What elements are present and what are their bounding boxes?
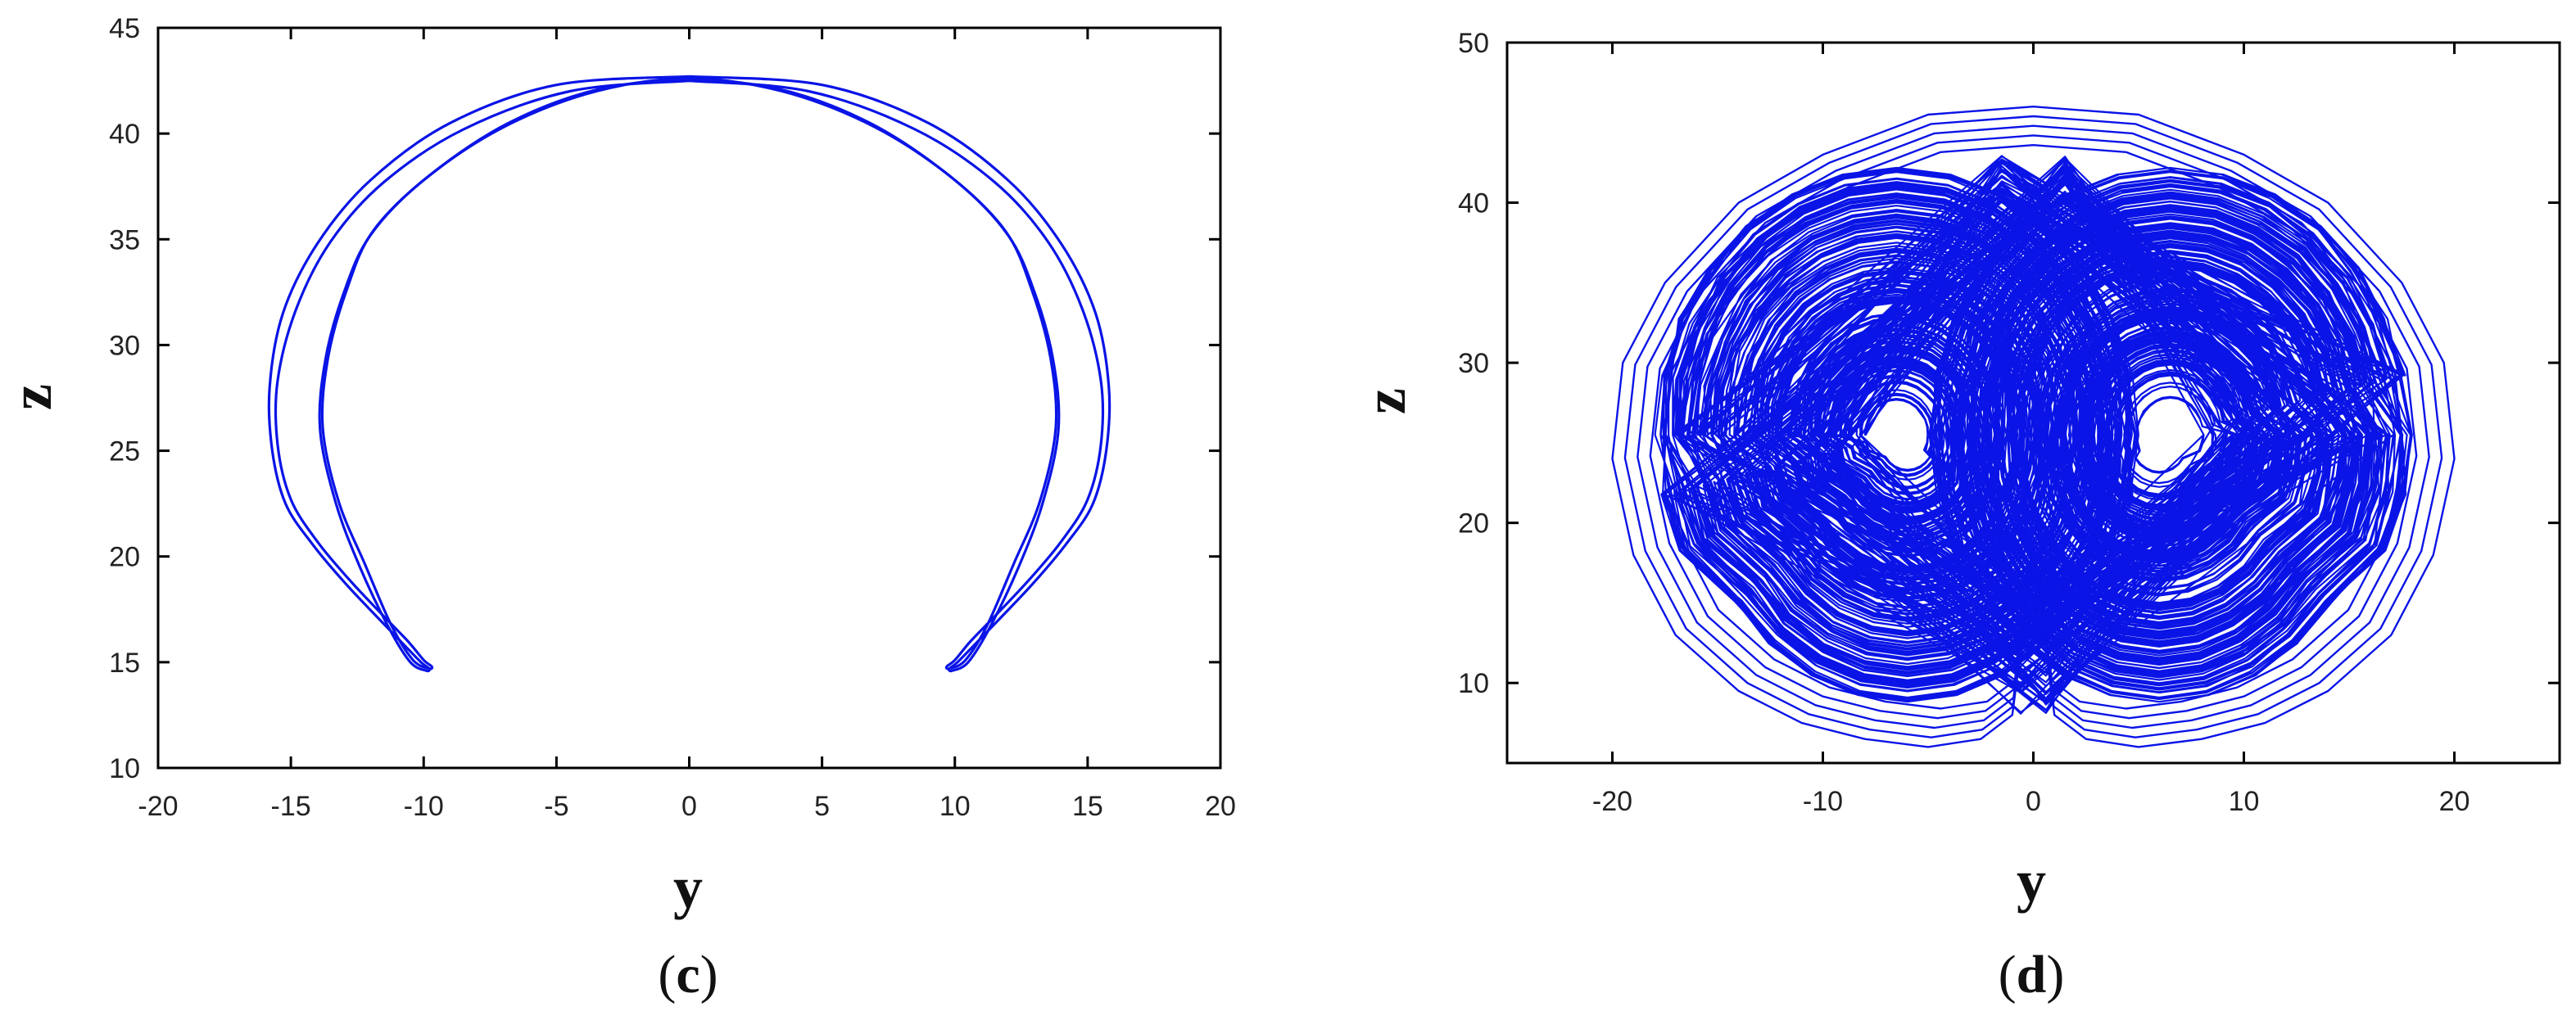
y-tick-label: 50	[1458, 28, 1489, 59]
series-line-outer-loop-4	[1623, 115, 2443, 738]
y-ticks-d: 10 20 30 40 50	[1458, 28, 2560, 699]
series-line-outer-loop-2	[1649, 134, 2418, 720]
x-tick-label: 20	[1205, 791, 1236, 822]
axes-box	[156, 26, 1222, 770]
y-tick-label: 15	[109, 648, 140, 679]
y-tick-label: 30	[1458, 348, 1489, 379]
y-tick-label: 20	[109, 542, 140, 573]
panel-label-d: (d)	[1999, 945, 2065, 1005]
plot-area-c	[267, 75, 1111, 673]
x-tick-label: -5	[544, 791, 568, 822]
trajectory-group	[1611, 106, 2456, 748]
series-line-outer-loop-5	[1611, 106, 2456, 748]
y-tick-label: 10	[109, 753, 140, 784]
y-tick-label: 40	[1458, 188, 1489, 219]
x-tick-label: -10	[1803, 786, 1843, 817]
axes-frame-c	[156, 26, 1222, 770]
x-ticks-c: -20 -15 -10 -5 0 5 10 15 20	[138, 28, 1236, 822]
x-tick-label: -20	[1592, 786, 1632, 817]
y-tick-label: 45	[109, 13, 140, 44]
x-tick-label: -20	[138, 791, 178, 822]
x-tick-label: 15	[1072, 791, 1103, 822]
y-tick-label: 25	[109, 436, 140, 467]
chart-panel-d: -20 -10 0 10 20 10 20 30 40 50 y z (d)	[1352, 28, 2561, 1005]
x-ticks-d: -20 -10 0 10 20	[1592, 43, 2470, 817]
x-axis-label-d: y	[2017, 848, 2046, 914]
y-tick-label: 35	[109, 224, 140, 255]
chart-panel-c: -20 -15 -10 -5 0 5 10 15 20 10 15 20 25 30 35 40 45 y z…	[0, 13, 1236, 1005]
plot-area-d	[1611, 106, 2456, 748]
y-tick-label: 10	[1458, 668, 1489, 699]
x-tick-label: 20	[2439, 786, 2470, 817]
x-axis-label-c: y	[673, 855, 703, 920]
x-tick-label: -15	[271, 791, 311, 822]
panel-label-c: (c)	[658, 945, 718, 1005]
y-axis-label-c: z	[0, 384, 64, 410]
series-line-outer-loop-3	[1637, 124, 2430, 729]
series-line-trajectory	[1654, 155, 2413, 715]
y-axis-label-d: z	[1352, 388, 1418, 414]
x-tick-label: 0	[2026, 786, 2041, 817]
y-ticks-c: 10 15 20 25 30 35 40 45	[109, 13, 1220, 784]
x-tick-label: 10	[939, 791, 971, 822]
y-tick-label: 20	[1458, 508, 1489, 540]
x-tick-label: 0	[681, 791, 697, 822]
series-line-loop-2	[274, 79, 1105, 671]
x-tick-label: 5	[814, 791, 830, 822]
x-tick-label: 10	[2229, 786, 2260, 817]
y-tick-label: 40	[109, 119, 140, 150]
x-tick-label: -10	[404, 791, 444, 822]
y-tick-label: 30	[109, 330, 140, 361]
series-line-outer-loop-1	[1662, 144, 2405, 710]
series-line-loop-1	[267, 75, 1111, 673]
